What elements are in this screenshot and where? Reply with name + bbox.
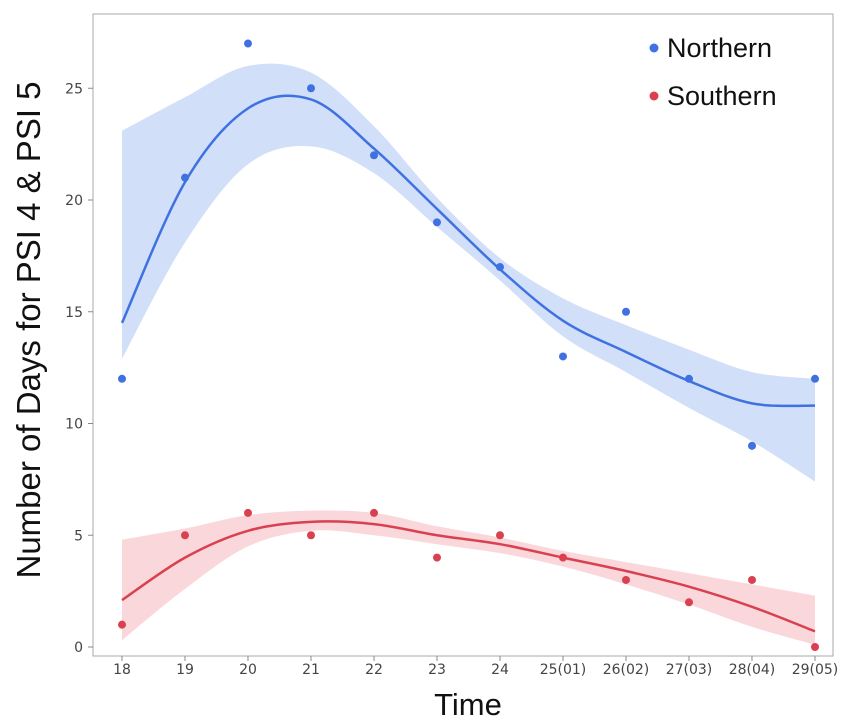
plot-frame xyxy=(92,13,834,657)
southern-point xyxy=(433,553,441,562)
northern-point xyxy=(685,374,693,383)
x-tick-label: 22 xyxy=(365,662,383,678)
northern-point xyxy=(496,263,504,272)
southern-point xyxy=(370,508,378,517)
southern-point xyxy=(181,531,189,540)
northern-point xyxy=(244,39,252,48)
southern-point xyxy=(748,575,756,584)
northern-point xyxy=(307,84,315,93)
southern-point xyxy=(685,598,693,607)
legend: Northern Southern xyxy=(649,33,777,111)
northern-legend-marker xyxy=(649,43,659,53)
x-tick-label: 25(01) xyxy=(540,662,587,678)
data-points xyxy=(118,39,819,651)
x-axis-title: Time xyxy=(434,687,502,722)
x-tick-label: 29(05) xyxy=(792,662,839,678)
y-tick-label: 10 xyxy=(65,417,83,433)
northern-point xyxy=(559,352,567,361)
y-tick-label: 0 xyxy=(74,640,83,656)
southern-point xyxy=(244,508,252,517)
x-tick-label: 24 xyxy=(491,662,509,678)
northern-legend-label: Northern xyxy=(667,33,772,63)
southern-point xyxy=(622,575,630,584)
northern-point xyxy=(748,441,756,450)
confidence-bands xyxy=(122,63,815,645)
southern-point xyxy=(559,553,567,562)
southern-fit-line xyxy=(121,520,816,633)
x-tick-label: 20 xyxy=(239,662,257,678)
southern-point xyxy=(118,620,126,629)
x-tick-label: 26(02) xyxy=(603,662,650,678)
southern-legend-marker xyxy=(649,91,659,101)
y-tick-label: 20 xyxy=(65,193,83,209)
y-tick-label: 5 xyxy=(74,528,83,544)
x-tick-label: 27(03) xyxy=(666,662,713,678)
x-tick-label: 19 xyxy=(176,662,194,678)
northern-confidence-band xyxy=(122,63,815,482)
northern-point xyxy=(811,374,819,383)
northern-point xyxy=(181,173,189,182)
northern-point xyxy=(433,218,441,227)
x-tick-label: 28(04) xyxy=(729,662,776,678)
southern-point xyxy=(496,531,504,540)
y-axis-ticks: 0 5 10 15 20 25 xyxy=(65,81,93,656)
x-tick-label: 23 xyxy=(428,662,446,678)
southern-point xyxy=(307,531,315,540)
y-axis-title: Number of Days for PSI 4 & PSI 5 xyxy=(10,81,47,578)
southern-legend-label: Southern xyxy=(667,81,777,111)
northern-point xyxy=(370,151,378,160)
y-tick-label: 15 xyxy=(65,305,83,321)
northern-point xyxy=(622,307,630,316)
southern-confidence-band xyxy=(122,510,815,645)
southern-point xyxy=(811,643,819,651)
northern-point xyxy=(118,374,126,383)
x-tick-label: 18 xyxy=(113,662,131,678)
x-tick-label: 21 xyxy=(302,662,320,678)
x-axis-ticks: 18 19 20 21 22 23 24 25(01) 26(02) 27(03) 28(04) 29… xyxy=(113,656,838,678)
y-tick-label: 25 xyxy=(65,81,83,97)
